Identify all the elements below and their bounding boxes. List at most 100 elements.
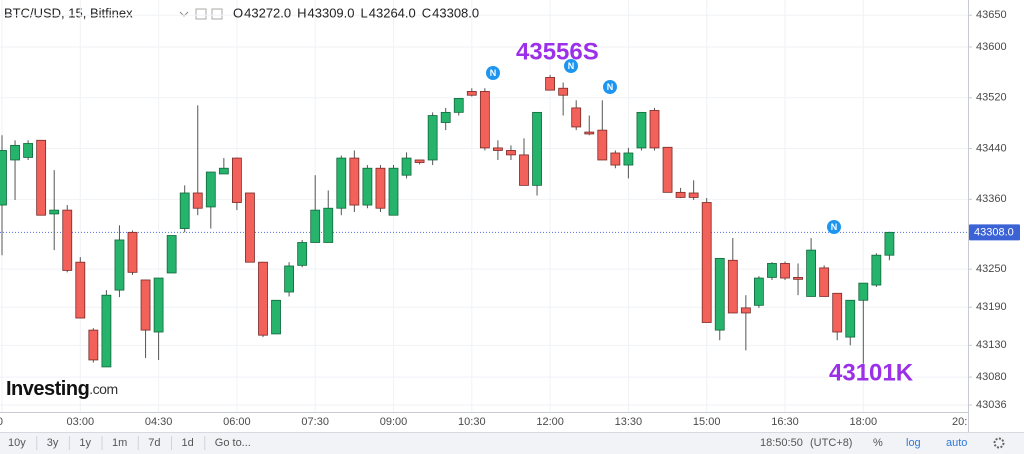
candle-body [153,277,164,333]
candle-body [479,91,490,149]
y-tick-label: 43130 [976,339,1007,351]
candle-body [492,147,503,151]
y-tick-label: 43360 [976,193,1007,205]
candle-body [440,111,451,123]
x-tick-label: 04:30 [145,416,173,428]
candle-body [75,261,86,319]
candle-body [101,294,112,368]
logo: Investing.com [6,378,118,400]
candle-body [688,192,699,198]
y-tick-label: 43650 [976,9,1007,21]
ohlc-key: L [361,5,368,20]
news-marker-label: N [607,82,614,92]
candle-body [10,144,20,161]
last-price-label: 43308.0 [974,226,1014,238]
candle-body [858,282,869,301]
range-button[interactable]: 3y [47,437,59,449]
candle-body [727,259,738,314]
y-tick-label: 43036 [976,399,1007,411]
candle-body [845,299,856,338]
candle-body [675,191,686,198]
y-tick-label: 43520 [976,92,1007,104]
candle-body [140,279,151,331]
option-button[interactable]: auto [946,437,967,449]
range-button[interactable]: 10y [8,437,26,449]
y-tick-label: 43250 [976,263,1007,275]
ohlc-value: 43309.0 [308,5,355,20]
annotation: 43101K [829,359,914,386]
candle-body [597,129,608,161]
candle-body [401,157,412,176]
candle-body [271,299,281,335]
dropdown-icon[interactable] [179,11,189,17]
candle-body [127,231,138,273]
candle-body [466,91,477,96]
candle-body [258,261,268,336]
last-price-box [969,224,1020,241]
candle-body [375,167,386,209]
candle-body [166,235,177,274]
candle-body [205,171,216,208]
candle-body [558,87,569,96]
candle-body [662,146,673,193]
candle-body [701,202,712,323]
candle-body [806,249,816,297]
news-marker-label: N [568,61,575,71]
candle-body [871,254,882,286]
ohlc-key: O [233,5,243,20]
candle-body [780,263,790,279]
candle-body [0,150,7,206]
toolbar-bg [0,432,1024,454]
candle-body [192,192,203,209]
candle-body [284,265,295,293]
symbol-title[interactable]: BTC/USD, 15, Bitfinex [4,5,133,20]
icon[interactable] [211,8,223,20]
option-button[interactable]: % [873,437,883,449]
candle-body [884,231,895,256]
timezone: (UTC+8) [810,437,852,449]
x-tick-label: 06:00 [223,416,251,428]
range-button[interactable]: 1d [182,437,194,449]
icon[interactable] [195,8,207,20]
ohlc-key: C [422,5,431,20]
candle-body [767,263,777,278]
news-marker[interactable] [564,59,578,73]
news-marker[interactable] [486,66,500,80]
x-tick-label: 12:00 [536,416,564,428]
x-tick-label: 07:30 [301,416,329,428]
news-marker[interactable] [827,220,841,234]
candle-body [362,167,373,206]
candle-body [532,111,542,186]
candle-body [610,152,621,166]
candle-body [231,157,242,203]
y-tick-label: 43080 [976,371,1007,383]
settings-icon[interactable] [993,437,1005,449]
option-button[interactable]: log [906,437,921,449]
candle-body [323,207,334,243]
y-tick-label: 43440 [976,142,1007,154]
goto-button[interactable]: Go to... [215,437,251,449]
candle-body [427,115,438,161]
candle-body [623,152,634,166]
candle-body [740,307,751,314]
x-tick-label: 09:00 [380,416,408,428]
candle-body [453,97,464,113]
candle-body [49,209,60,215]
range-button[interactable]: 7d [148,437,160,449]
news-marker[interactable] [603,80,617,94]
candle-body [649,110,660,149]
candle-body [23,143,34,158]
candle-body [506,150,516,156]
range-button[interactable]: 1y [79,437,91,449]
candle-body [114,239,125,291]
range-button[interactable]: 1m [112,437,127,449]
x-tick-label: 0 [0,416,3,428]
candle-body [636,111,647,149]
logo-brand: Investing [6,378,89,400]
logo-suffix: .com [89,381,117,397]
y-tick-label: 43190 [976,301,1007,313]
candle-body [571,107,582,128]
candle-body [584,131,595,135]
candle-body [754,277,764,306]
